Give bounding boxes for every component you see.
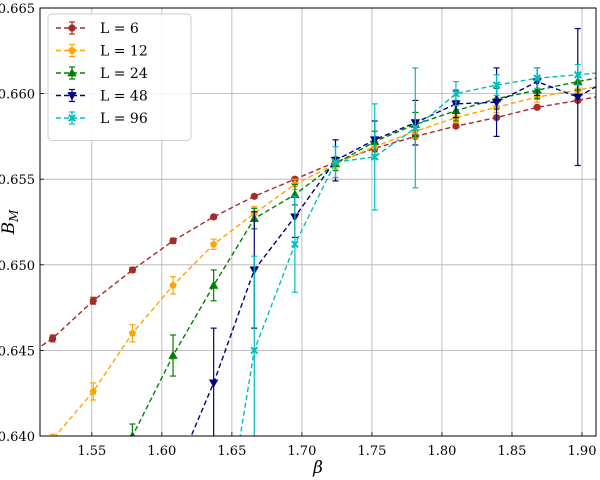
- data-point-marker: [250, 346, 259, 355]
- legend-entry: L = 48: [56, 89, 148, 105]
- data-point-marker: [491, 98, 502, 107]
- data-point-marker: [89, 475, 97, 480]
- y-axis-label-main: B: [0, 222, 19, 236]
- data-point-marker: [128, 329, 137, 337]
- data-point-marker: [169, 476, 177, 480]
- y-tick-label: 0.645: [0, 344, 35, 359]
- y-axis-label-subscript: M: [7, 209, 21, 223]
- data-point-marker: [89, 387, 97, 395]
- y-tick-label: 0.640: [0, 430, 35, 445]
- data-point-marker: [67, 68, 77, 77]
- legend-label: L = 12: [100, 44, 148, 60]
- data-point-marker: [452, 122, 460, 130]
- y-tick-label: 0.655: [0, 173, 35, 188]
- data-point-marker: [492, 81, 501, 89]
- data-point-marker: [250, 192, 258, 200]
- x-tick-label: 1.65: [217, 444, 246, 459]
- legend-entry: L = 24: [56, 66, 148, 82]
- data-point-marker: [68, 24, 76, 32]
- data-point-marker: [169, 281, 177, 289]
- y-tick-label: 0.665: [0, 2, 35, 17]
- data-point-marker: [452, 89, 460, 98]
- legend-label: L = 48: [100, 89, 148, 105]
- data-point-marker: [230, 476, 236, 480]
- series-layer: [40, 27, 596, 480]
- x-axis-label: β: [312, 458, 323, 478]
- data-point-marker: [89, 297, 97, 305]
- series-2: [49, 84, 596, 436]
- y-tick-label: 0.650: [0, 259, 35, 274]
- legend-label: L = 24: [100, 66, 148, 82]
- legend-box: [47, 13, 192, 141]
- series-line: [131, 77, 596, 436]
- series-line: [190, 80, 596, 436]
- data-point-marker: [331, 158, 340, 166]
- data-point-marker: [168, 350, 178, 359]
- legend-label: L = 96: [100, 111, 148, 127]
- data-point-marker: [573, 70, 582, 79]
- y-tick-label: 0.660: [0, 88, 35, 103]
- data-point-marker: [533, 74, 542, 83]
- x-tick-label: 1.80: [427, 444, 456, 459]
- series-line: [40, 96, 596, 348]
- data-point-marker: [68, 46, 76, 54]
- error-bar: [129, 423, 136, 436]
- data-point-marker: [68, 114, 76, 122]
- x-tick-label: 1.85: [497, 444, 526, 459]
- data-point-marker: [210, 213, 218, 221]
- data-point-marker: [370, 153, 379, 161]
- x-tick-label: 1.90: [568, 444, 597, 459]
- series-5: [230, 63, 596, 480]
- tick-layer: 1.55 1.60 1.65 1.70 1.75 1.80 1.85 1.90 0.640 0.6…: [0, 2, 596, 459]
- data-point-marker: [411, 123, 420, 132]
- data-point-marker: [169, 237, 177, 245]
- data-point-marker: [67, 92, 77, 101]
- x-tick-label: 1.75: [357, 444, 386, 459]
- data-point-marker: [128, 266, 137, 274]
- legend-entry: L = 6: [56, 21, 139, 37]
- series-line: [54, 86, 596, 436]
- data-point-marker: [533, 103, 541, 111]
- legend: L = 6 L = 12 L = 24 L = 48 L = 96: [47, 13, 192, 141]
- data-point-marker: [208, 280, 219, 289]
- legend-entry: L = 12: [56, 44, 148, 60]
- x-tick-label: 1.70: [287, 444, 316, 459]
- plot-frame: [39, 7, 597, 437]
- legend-label: L = 6: [100, 21, 139, 37]
- x-tick-label: 1.55: [77, 444, 106, 459]
- data-point-marker: [290, 240, 299, 249]
- data-point-marker: [49, 334, 57, 343]
- data-point-marker: [208, 379, 219, 388]
- data-point-marker: [209, 240, 218, 248]
- data-point-marker: [573, 93, 583, 102]
- y-axis-label: BM: [0, 209, 21, 236]
- legend-entry: L = 96: [56, 111, 148, 127]
- data-point-marker: [52, 435, 54, 436]
- x-tick-label: 1.60: [147, 444, 176, 459]
